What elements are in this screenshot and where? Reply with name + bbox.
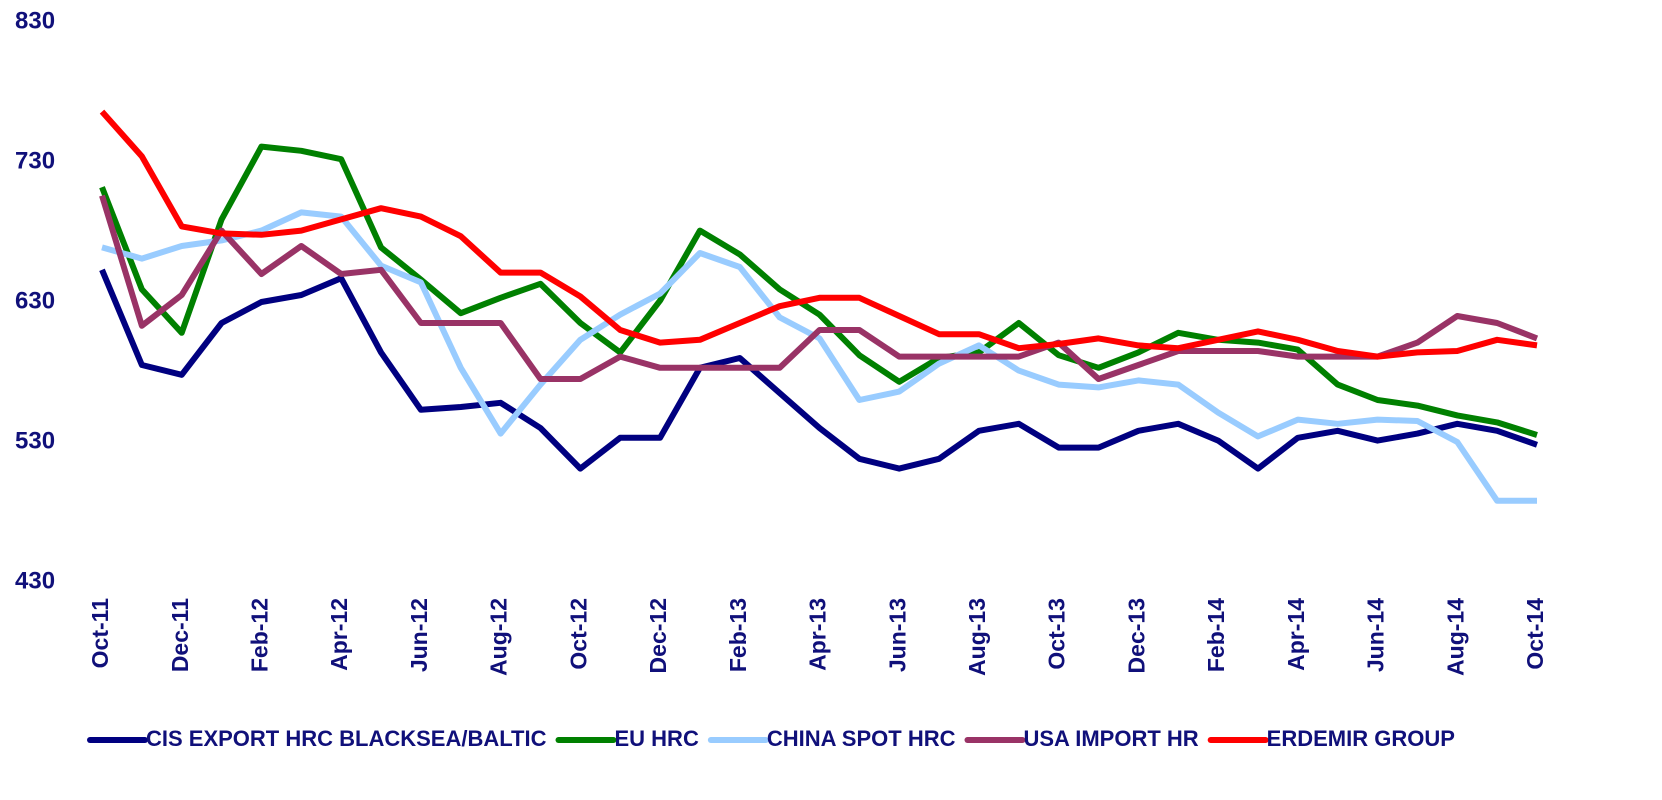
x-tick-label: Feb-12 xyxy=(247,598,273,672)
y-tick-label: 730 xyxy=(15,147,55,174)
series-line xyxy=(99,194,1539,382)
x-tick-label: Aug-14 xyxy=(1442,598,1468,676)
y-tick-label: 530 xyxy=(15,427,55,454)
x-tick-label: Oct-14 xyxy=(1522,598,1548,670)
x-tick-label: Dec-11 xyxy=(167,598,193,672)
x-tick-label: Feb-14 xyxy=(1203,598,1229,672)
x-tick-label: Apr-12 xyxy=(326,598,352,671)
legend-label: CIS EXPORT HRC BLACKSEA/BALTIC xyxy=(146,726,547,751)
x-tick-label: Oct-12 xyxy=(565,598,591,670)
y-tick-label: 630 xyxy=(15,287,55,314)
series-line xyxy=(99,143,1538,438)
x-tick-label: Dec-12 xyxy=(645,598,671,673)
x-tick-label: Jun-14 xyxy=(1363,598,1389,672)
legend-label: USA IMPORT HR xyxy=(1023,726,1198,751)
x-tick-label: Dec-13 xyxy=(1123,598,1149,673)
x-tick-label: Feb-13 xyxy=(725,598,751,672)
y-tick-label: 430 xyxy=(15,567,55,594)
legend-label: ERDEMIR GROUP xyxy=(1267,726,1455,751)
x-tick-label: Jun-13 xyxy=(884,598,910,672)
x-tick-label: Aug-12 xyxy=(486,598,512,676)
x-tick-label: Apr-14 xyxy=(1283,598,1309,671)
y-tick-label: 830 xyxy=(15,7,55,34)
series-line xyxy=(99,109,1538,360)
x-tick-label: Jun-12 xyxy=(406,598,432,672)
series-line xyxy=(99,268,1538,472)
legend-label: CHINA SPOT HRC xyxy=(767,726,956,751)
x-tick-label: Oct-11 xyxy=(87,598,113,669)
x-tick-label: Apr-13 xyxy=(805,598,831,671)
x-tick-label: Aug-13 xyxy=(964,598,990,676)
legend-label: EU HRC xyxy=(615,726,699,751)
x-tick-label: Oct-13 xyxy=(1044,598,1070,670)
